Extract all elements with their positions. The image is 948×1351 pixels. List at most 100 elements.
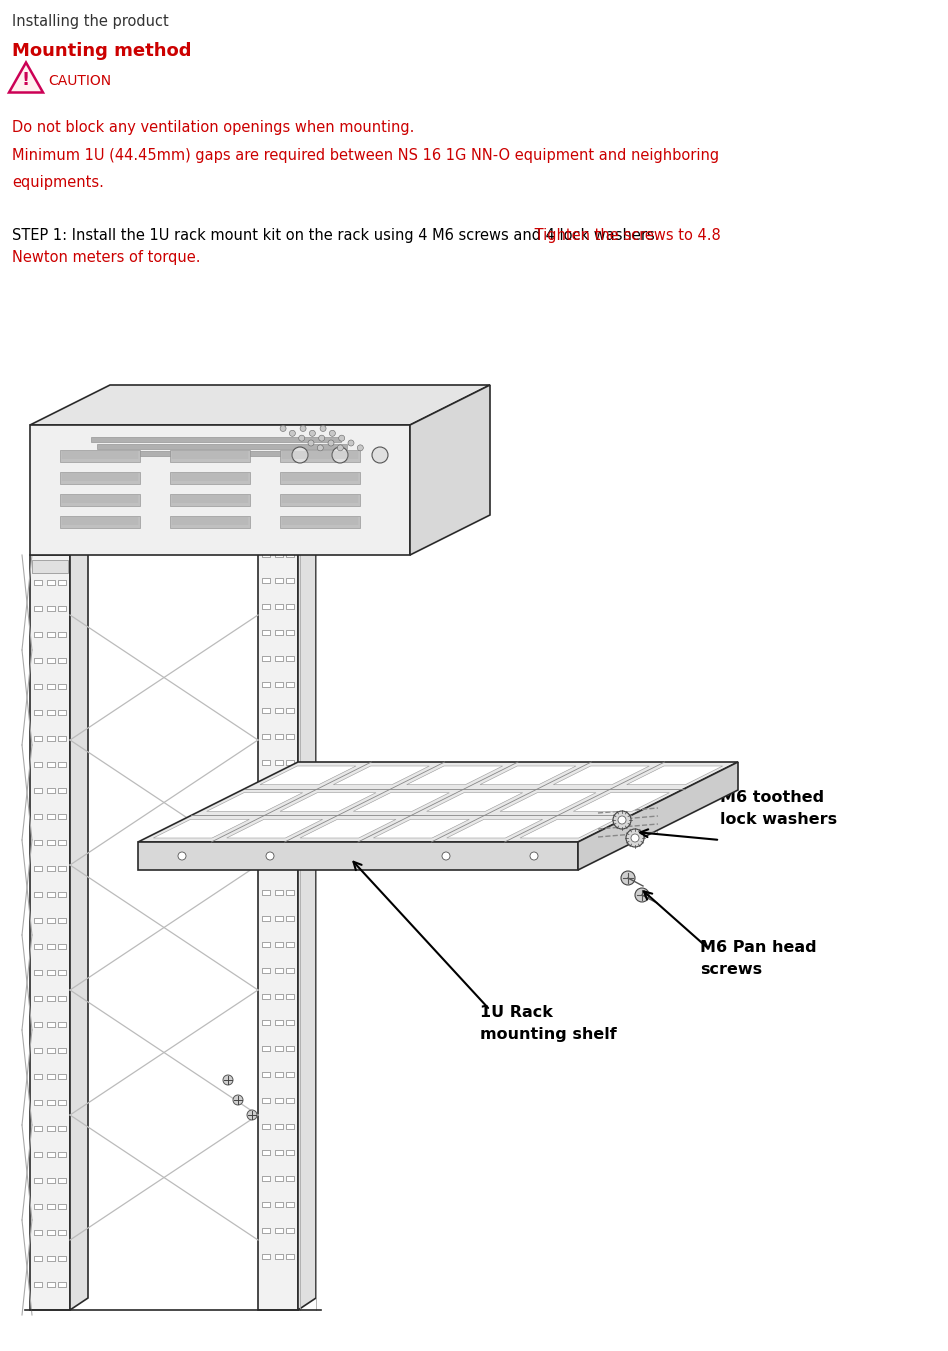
Bar [286,500,294,505]
Bar [262,994,270,998]
Bar [58,607,66,611]
Circle shape [178,852,186,861]
Polygon shape [91,438,341,443]
Polygon shape [70,496,276,508]
Bar [286,761,294,765]
Bar [34,996,42,1001]
Circle shape [266,852,274,861]
Bar [262,761,270,765]
Bar [58,1125,66,1131]
Bar [286,630,294,635]
Circle shape [301,426,306,431]
Text: Do not block any ventilation openings when mounting.: Do not block any ventilation openings wh… [12,120,414,135]
Bar [286,1046,294,1051]
Bar [47,1125,55,1131]
Bar [34,1125,42,1131]
Bar [286,1202,294,1206]
Circle shape [247,1111,257,1120]
Circle shape [618,816,626,824]
Bar [47,1048,55,1052]
Text: Installing the product: Installing the product [12,14,169,28]
Bar [286,708,294,713]
Bar [47,1229,55,1235]
Polygon shape [520,819,616,838]
Bar [262,1071,270,1077]
Bar [34,762,42,767]
Polygon shape [260,766,356,785]
Bar [262,1046,270,1051]
Bar [58,1048,66,1052]
Bar [34,866,42,871]
Circle shape [320,426,326,431]
Bar [275,682,283,688]
Circle shape [337,444,343,451]
Polygon shape [554,766,649,785]
Circle shape [357,444,363,451]
Bar [34,736,42,740]
Bar [262,786,270,790]
Circle shape [635,888,649,902]
Polygon shape [138,842,578,870]
Polygon shape [103,451,354,457]
Polygon shape [138,762,738,842]
Bar [275,994,283,998]
Polygon shape [627,766,722,785]
Bar [34,944,42,948]
Bar [34,1074,42,1079]
Bar [275,1020,283,1025]
Polygon shape [300,819,396,838]
Text: STEP 1: Install the 1U rack mount kit on the rack using 4 M6 screws and 4 lock w: STEP 1: Install the 1U rack mount kit on… [12,228,660,243]
Bar [47,1100,55,1105]
Bar [58,1282,66,1288]
Bar [262,812,270,817]
Polygon shape [32,561,68,573]
Polygon shape [70,543,88,1310]
Bar [58,1204,66,1209]
Bar [58,580,66,585]
Circle shape [328,440,334,446]
Polygon shape [258,480,298,1310]
Bar [262,1098,270,1102]
Bar [286,838,294,843]
Bar [47,970,55,975]
Bar [286,1175,294,1181]
Bar [47,892,55,897]
Bar [34,632,42,638]
Bar [47,1074,55,1079]
Polygon shape [280,793,376,812]
Bar [262,969,270,973]
Bar [34,815,42,819]
Bar [275,1098,283,1102]
Bar [58,658,66,663]
Bar [262,890,270,894]
Bar [286,1098,294,1102]
Bar [58,815,66,819]
Polygon shape [227,819,322,838]
Bar [47,866,55,871]
Bar [34,1178,42,1183]
Bar [47,1282,55,1288]
Bar [34,1021,42,1027]
Bar [286,942,294,947]
Bar [34,658,42,663]
Bar [262,526,270,531]
Bar [58,1256,66,1260]
Bar [275,942,283,947]
Circle shape [613,811,631,830]
Bar [262,708,270,713]
Bar [58,762,66,767]
Bar [60,494,140,507]
Bar [58,1074,66,1079]
Bar [34,711,42,715]
Bar [286,916,294,921]
Bar [34,788,42,793]
Circle shape [319,435,325,442]
Bar [275,734,283,739]
Bar [47,1256,55,1260]
Bar [262,1020,270,1025]
Bar [58,1229,66,1235]
Text: Mounting method: Mounting method [12,42,191,59]
Bar [58,788,66,793]
Bar [34,840,42,844]
Bar [275,890,283,894]
